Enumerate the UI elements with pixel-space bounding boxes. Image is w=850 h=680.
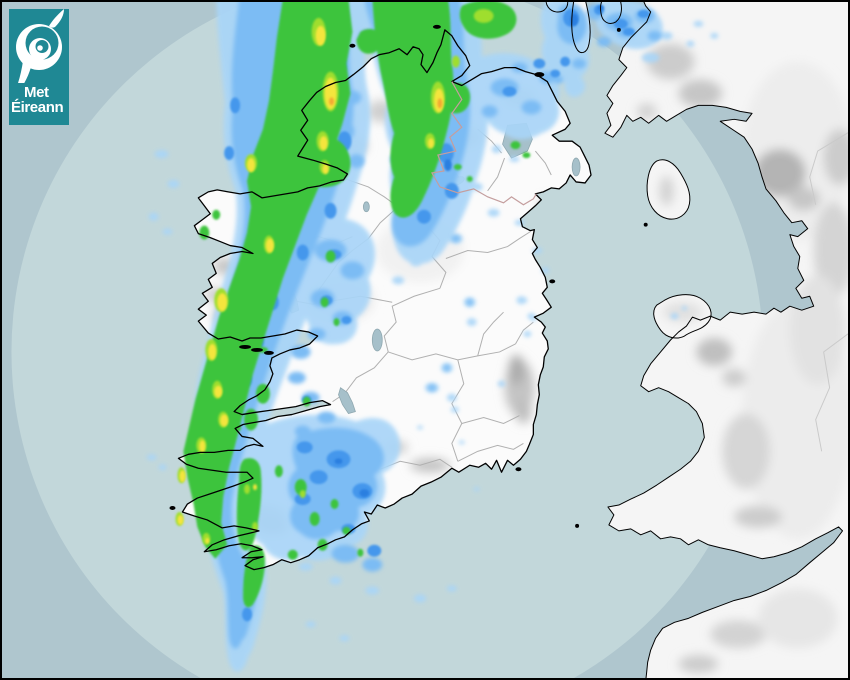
lough-derg <box>338 387 356 415</box>
logo-text-line1: Met <box>24 84 49 101</box>
strangford-lough <box>571 157 581 177</box>
lough-ree <box>371 328 383 352</box>
small-islands <box>169 24 648 528</box>
ni-border <box>431 81 537 206</box>
logo-text-line2: Éireann <box>11 99 64 117</box>
hurricane-spiral-icon <box>16 9 64 83</box>
coastlines <box>169 2 848 678</box>
rain-layer-orange <box>329 97 443 109</box>
england-boundaries <box>809 132 848 452</box>
met-eireann-logo: Met Éireann <box>9 9 69 125</box>
lough-allen <box>362 201 370 213</box>
